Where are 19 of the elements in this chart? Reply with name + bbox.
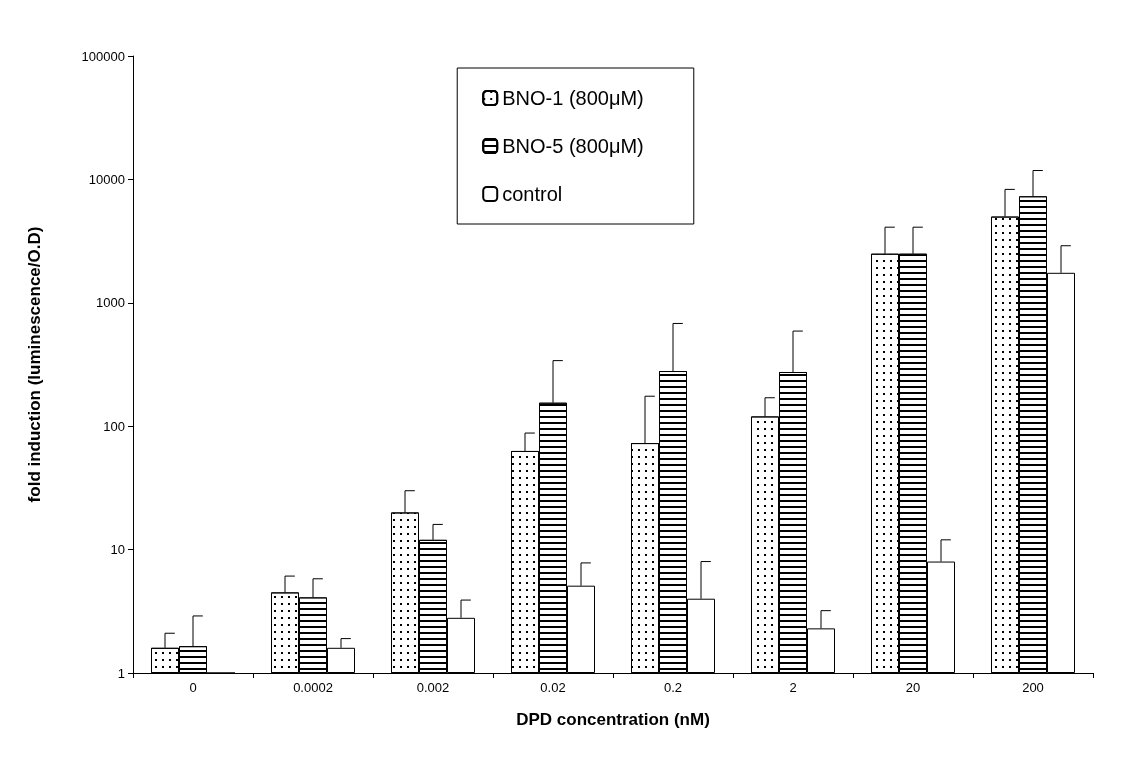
y-tick-label: 1000: [96, 295, 125, 311]
x-tick-label: 20: [905, 680, 921, 695]
x-tick-label: 0.2: [663, 680, 683, 695]
legend-label: BNO-5 (800μM): [502, 135, 644, 157]
x-tick-label: 2: [789, 680, 797, 695]
x-tick-label: 0.02: [540, 680, 566, 695]
y-tick-label: 10000: [88, 171, 125, 187]
x-tick-label: 0.0002: [293, 680, 333, 695]
y-axis-title: fold induction (luminescence/O.D): [25, 226, 44, 503]
legend-label: control: [502, 183, 563, 205]
y-tick-label: 10: [110, 542, 125, 558]
x-tick-label: 0.002: [416, 680, 450, 695]
y-tick-label: 100000: [81, 48, 125, 64]
y-tick-label: 100: [103, 418, 125, 434]
y-tick-label: 1: [117, 665, 125, 681]
x-tick-label: 200: [1022, 680, 1044, 695]
legend-label: BNO-1 (800μM): [502, 87, 644, 109]
x-tick-label: 0: [189, 680, 197, 695]
x-axis-title: DPD concentration (nM): [516, 710, 710, 729]
